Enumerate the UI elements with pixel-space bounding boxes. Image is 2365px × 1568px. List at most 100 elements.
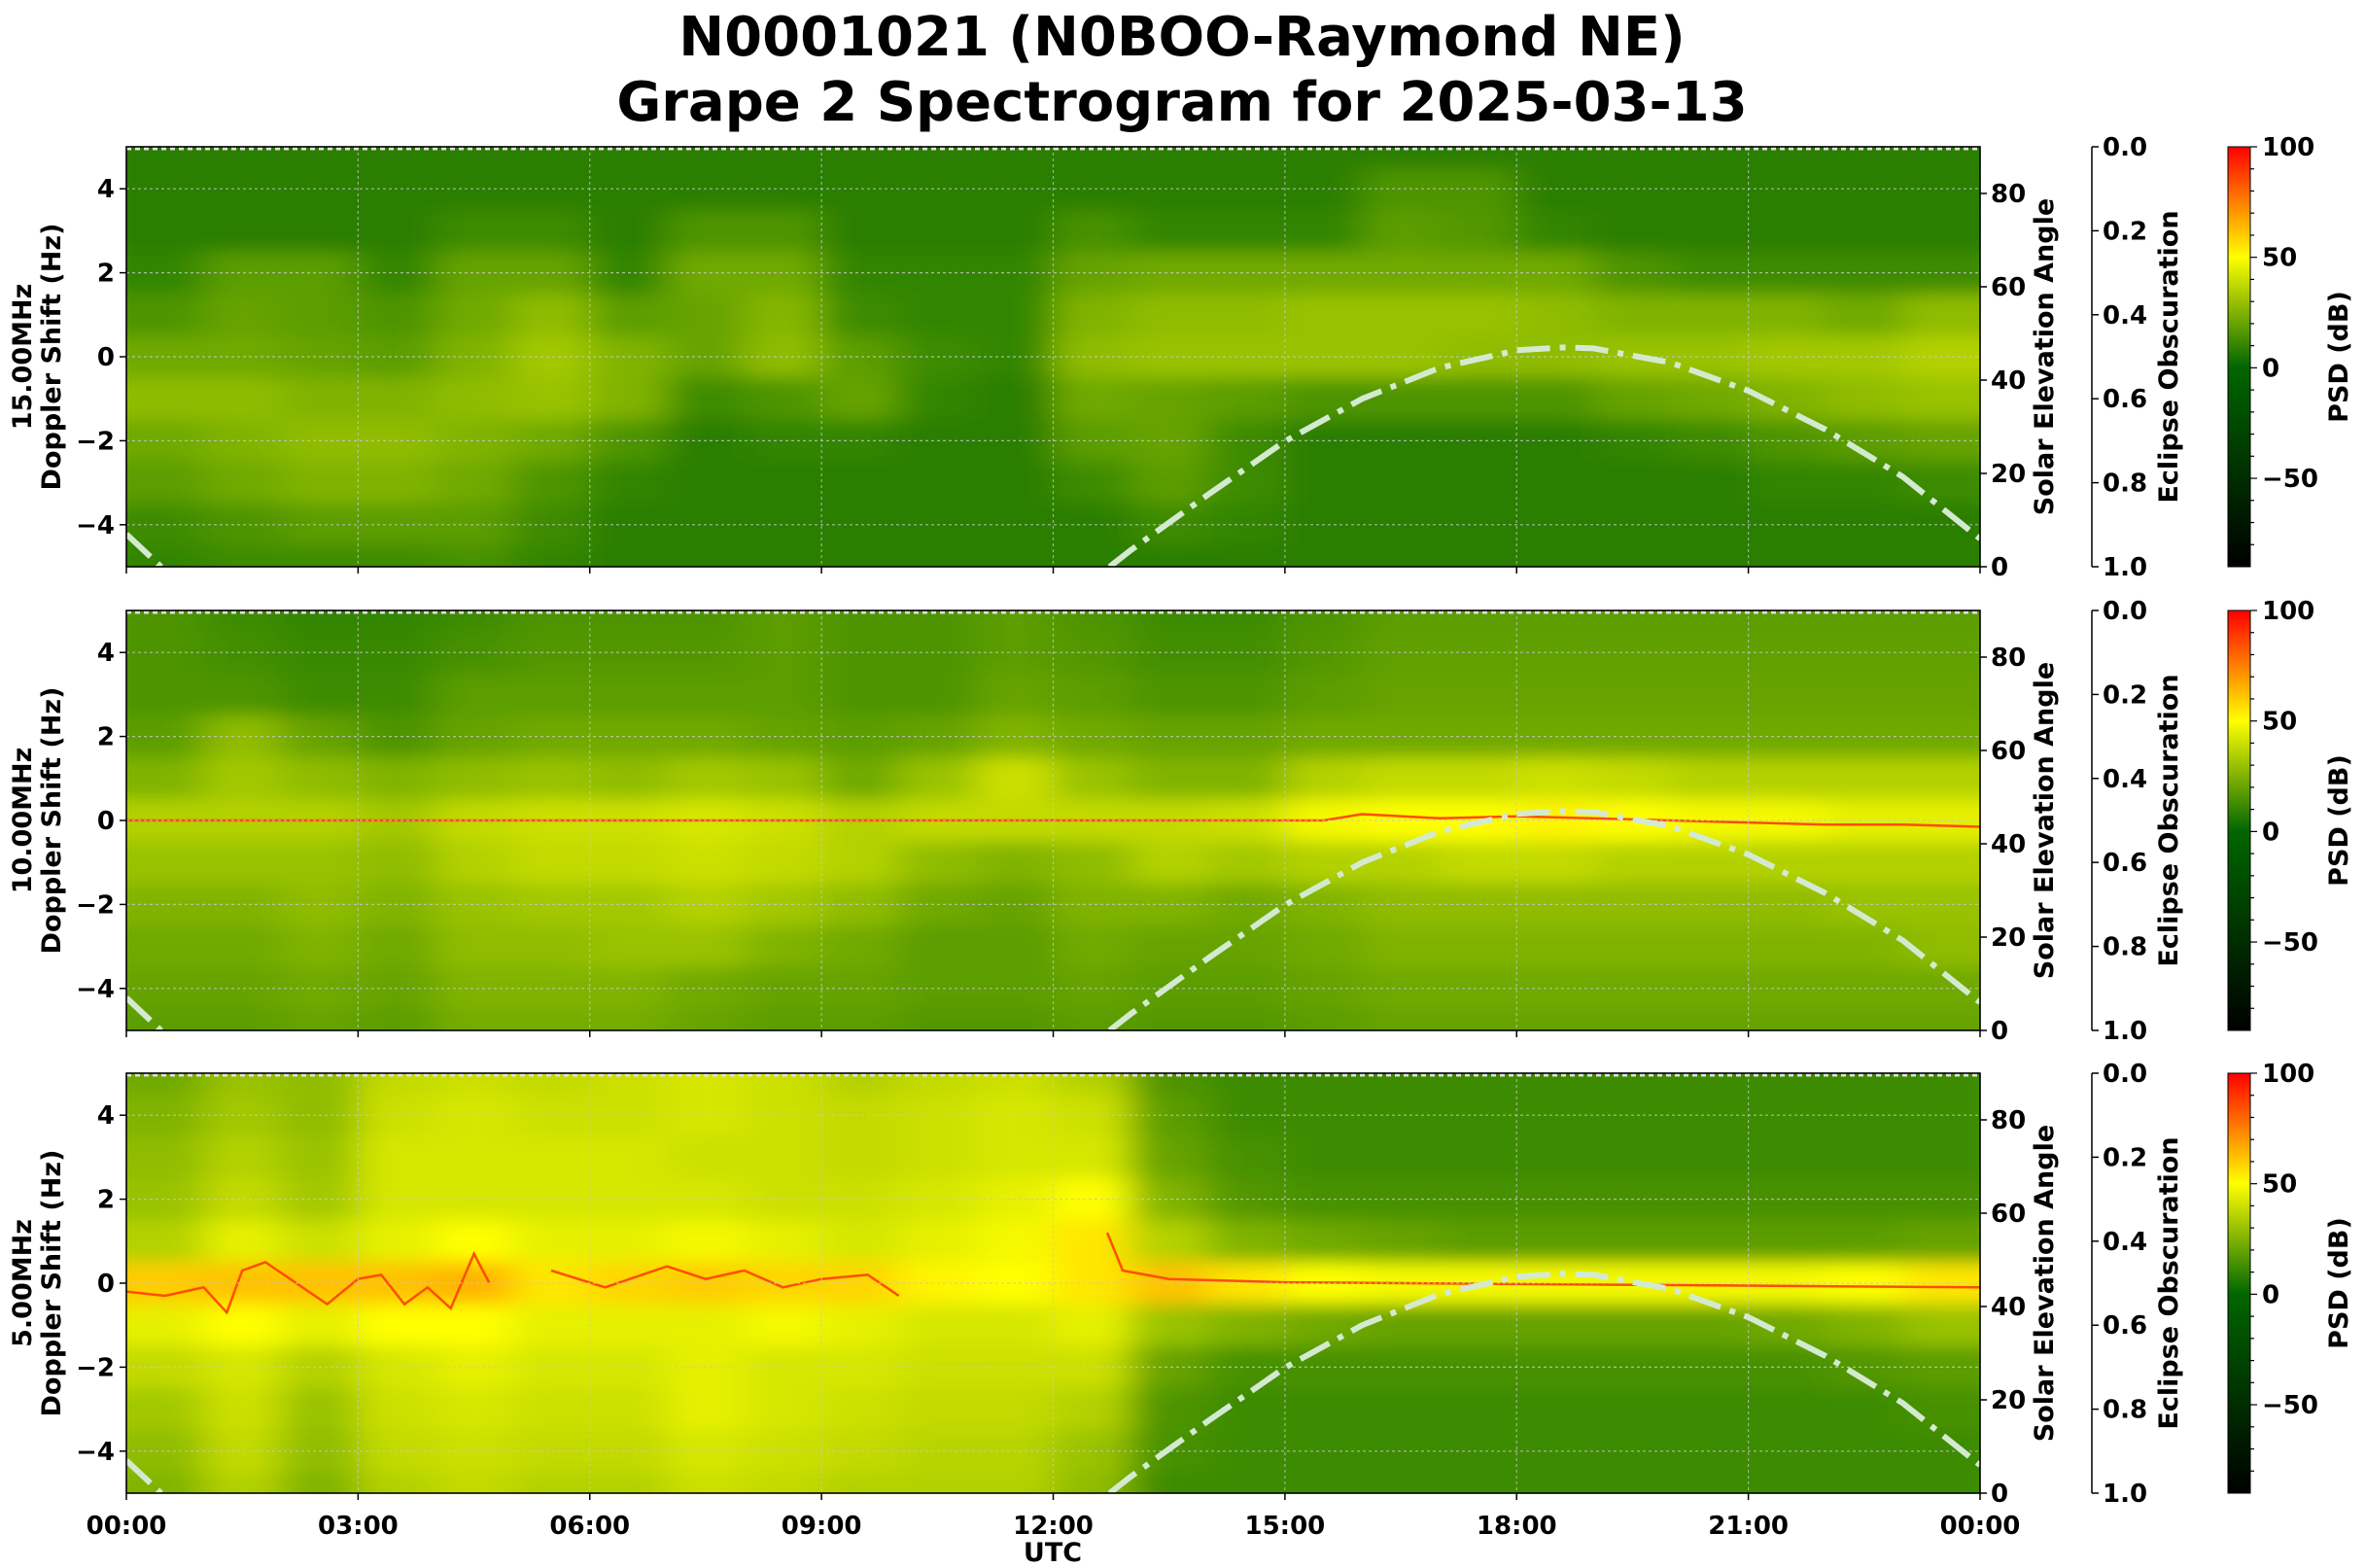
- heatmap-cell: [203, 925, 282, 969]
- heatmap-cell: [821, 925, 900, 969]
- frequency-label: 15.00MHz: [8, 284, 38, 431]
- heatmap-cell: [1593, 545, 1673, 567]
- eclipse-tick-label: 1.0: [2103, 1480, 2147, 1509]
- heatmap-cell: [358, 1220, 436, 1264]
- heatmap-cell: [1439, 1388, 1518, 1432]
- heatmap-cell: [1516, 757, 1595, 801]
- colorbar-label: PSD (dB): [2324, 1217, 2354, 1349]
- y-tick-label: 0: [97, 807, 115, 836]
- heatmap-cell: [280, 673, 360, 716]
- heatmap-cell: [1053, 462, 1131, 505]
- colorbar: [2227, 1072, 2251, 1494]
- heatmap-cell: [1671, 757, 1750, 801]
- x-tick-label: 12:00: [1013, 1512, 1094, 1541]
- y-tick-label: 4: [97, 175, 115, 204]
- heatmap-cell: [821, 1135, 900, 1179]
- heatmap-cell: [358, 209, 436, 253]
- heatmap-cell: [126, 147, 205, 169]
- heatmap-cell: [435, 377, 514, 421]
- heatmap-cell: [1902, 1345, 1980, 1389]
- heatmap-cell: [1362, 462, 1441, 505]
- heatmap-cell: [744, 209, 823, 253]
- heatmap-cell: [821, 1388, 900, 1432]
- heatmap-cell: [744, 1304, 823, 1347]
- heatmap-cell: [1748, 545, 1827, 567]
- heatmap-cell: [280, 1073, 360, 1096]
- heatmap-cell: [435, 147, 514, 169]
- heatmap-cell: [1902, 545, 1980, 567]
- heatmap-cell: [1671, 294, 1750, 337]
- heatmap-cell: [1207, 294, 1286, 337]
- heatmap-cell: [1516, 610, 1595, 633]
- heatmap-cell: [744, 757, 823, 801]
- heatmap-cell: [1671, 209, 1750, 253]
- solar-tick-label: 60: [1991, 1200, 2026, 1229]
- solar-tick-label: 20: [1991, 1386, 2026, 1415]
- heatmap-cell: [435, 545, 514, 567]
- heatmap-cell: [1748, 1073, 1827, 1096]
- colorbar: [2227, 146, 2251, 568]
- eclipse-tick-label: 0.4: [2103, 301, 2147, 331]
- heatmap-cell: [1748, 673, 1827, 716]
- heatmap-cell: [898, 462, 978, 505]
- heatmap-cell: [280, 841, 360, 885]
- heatmap-cell: [358, 294, 436, 337]
- heatmap-cell: [1902, 1472, 1980, 1493]
- heatmap: [126, 147, 1980, 567]
- heatmap-cell: [976, 673, 1055, 716]
- heatmap-cell: [1130, 294, 1209, 337]
- heatmap-cell: [1284, 1388, 1364, 1432]
- heatmap-cell: [1748, 1388, 1827, 1432]
- eclipse-axis-label: Eclipse Obscuration: [2154, 210, 2184, 503]
- heatmap-cell: [126, 1388, 205, 1432]
- heatmap-cell: [512, 545, 591, 567]
- heatmap-cell: [1053, 1304, 1131, 1347]
- heatmap-cell: [821, 294, 900, 337]
- heatmap-cell: [203, 462, 282, 505]
- heatmap-cell: [203, 610, 282, 633]
- heatmap-cell: [821, 1472, 900, 1493]
- heatmap-cell: [1671, 1009, 1750, 1030]
- heatmap-cell: [512, 673, 591, 716]
- heatmap-cell: [1748, 1220, 1827, 1264]
- heatmap-cell: [1593, 377, 1673, 421]
- heatmap-cell: [512, 1304, 591, 1347]
- heatmap-cell: [1362, 545, 1441, 567]
- heatmap-cell: [1284, 925, 1364, 969]
- solar-tick-label: 60: [1991, 737, 2026, 766]
- solar-tick-label: 80: [1991, 644, 2026, 673]
- heatmap-cell: [512, 209, 591, 253]
- heatmap-cell: [126, 925, 205, 969]
- heatmap-cell: [1516, 673, 1595, 716]
- heatmap-cell: [1362, 209, 1441, 253]
- heatmap-cell: [1593, 1009, 1673, 1030]
- heatmap-cell: [1053, 147, 1131, 169]
- heatmap-cell: [512, 610, 591, 633]
- heatmap-cell: [667, 1009, 746, 1030]
- colorbar-tick-label: 50: [2262, 244, 2297, 273]
- heatmap-cell: [1362, 1472, 1441, 1493]
- heatmap-cell: [1826, 377, 1904, 421]
- heatmap-cell: [1902, 1388, 1980, 1432]
- heatmap-cell: [1053, 209, 1131, 253]
- heatmap-cell: [435, 610, 514, 633]
- frequency-label: 5.00MHz: [8, 1219, 38, 1347]
- y-tick-label: −4: [76, 975, 115, 1004]
- heatmap-cell: [1439, 209, 1518, 253]
- heatmap-cell: [1516, 1304, 1595, 1347]
- heatmap-cell: [667, 545, 746, 567]
- heatmap-cell: [203, 1388, 282, 1432]
- eclipse-tick-label: 1.0: [2103, 1017, 2147, 1046]
- panels: 420−2−415.00MHz Doppler Shift (Hz)0204060…: [8, 133, 2354, 1541]
- heatmap-cell: [821, 841, 900, 885]
- heatmap-cell: [1902, 377, 1980, 421]
- heatmap-cell: [1902, 1304, 1980, 1347]
- heatmap-cell: [1671, 1472, 1750, 1493]
- heatmap-cell: [280, 209, 360, 253]
- heatmap-cell: [1439, 1220, 1518, 1264]
- heatmap-cell: [976, 462, 1055, 505]
- heatmap-cell: [589, 757, 669, 801]
- heatmap-cell: [1207, 841, 1286, 885]
- heatmap-cell: [1671, 610, 1750, 633]
- heatmap-cell: [1593, 209, 1673, 253]
